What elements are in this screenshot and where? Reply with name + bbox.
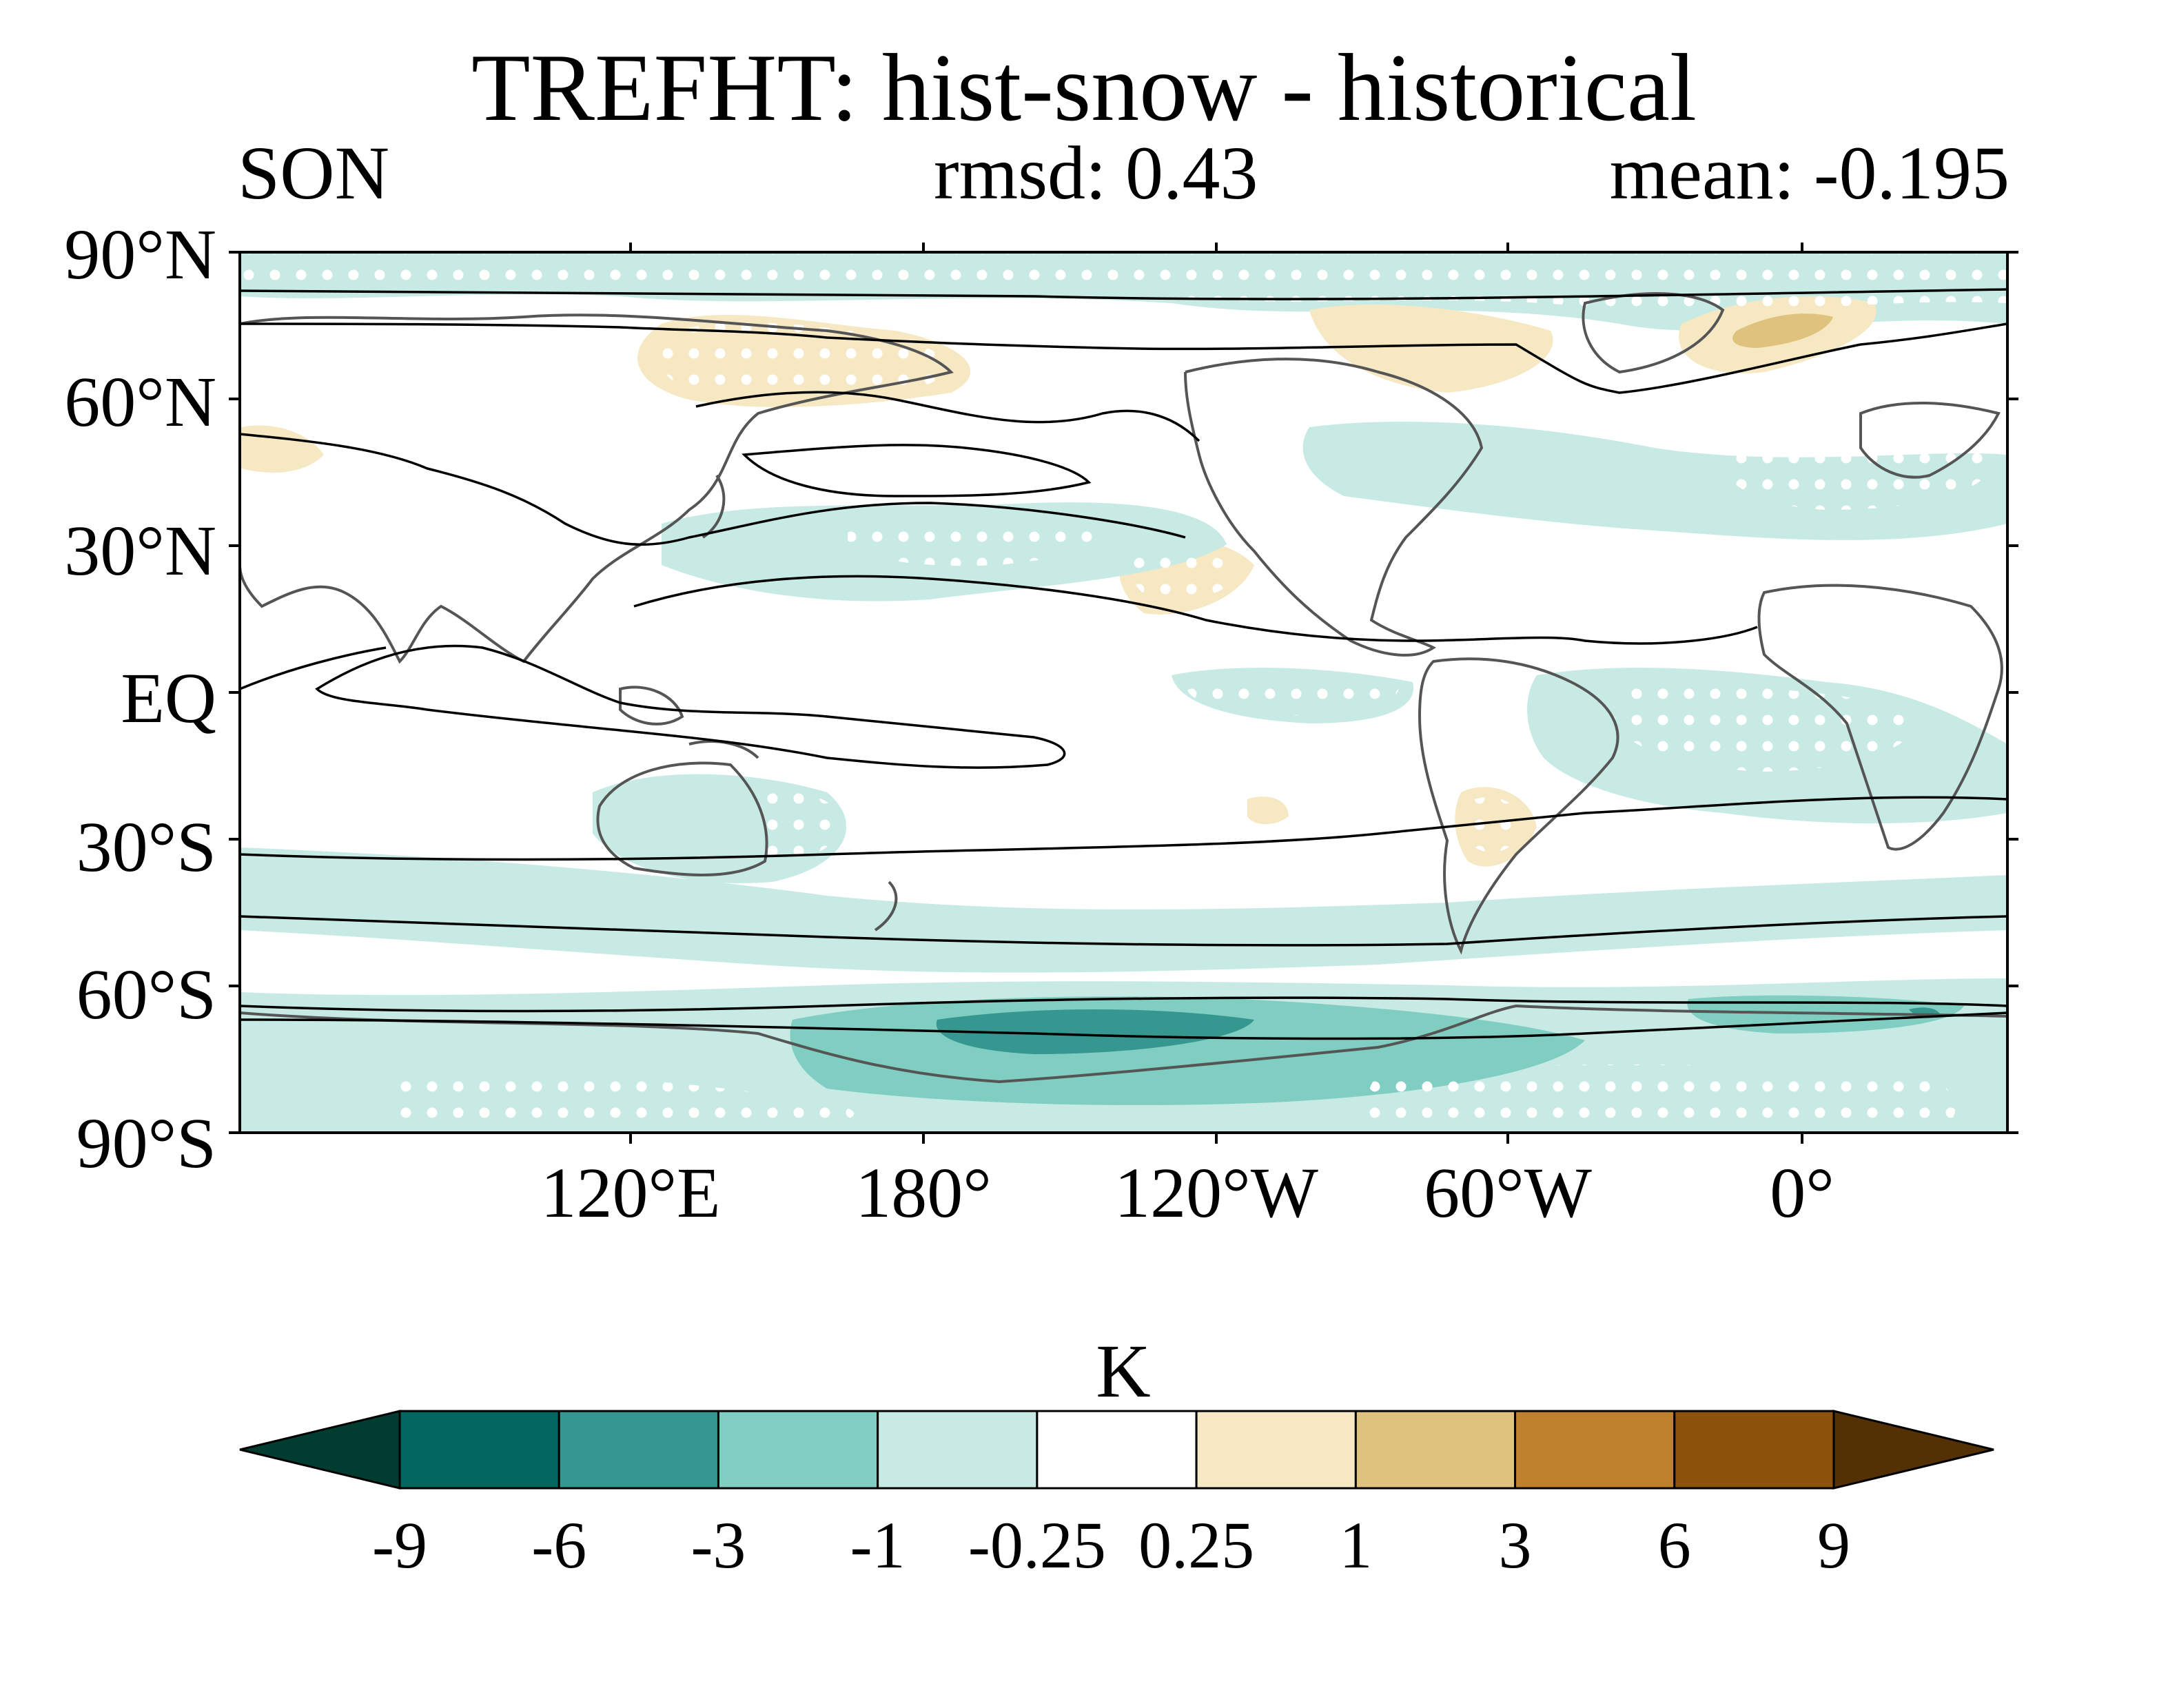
- lon-label-120w: 120°W: [1114, 1153, 1318, 1233]
- coastlines: [240, 292, 2007, 1084]
- colorbar-tick-label: 9: [1817, 1508, 1850, 1582]
- lon-label-120e: 120°E: [540, 1153, 721, 1233]
- colorbar-tick-label: 0.25: [1138, 1508, 1255, 1582]
- stipple-south-america: [1466, 796, 1526, 852]
- stipple-arctic: [240, 252, 2007, 314]
- colorbar-swatch: [1036, 1410, 1198, 1490]
- lat-label-60s: 60°S: [76, 955, 216, 1034]
- anomaly-greenland-warm-core: [1732, 313, 1833, 348]
- colorbar-swatch: [1673, 1410, 1835, 1490]
- lat-label-30n: 30°N: [64, 511, 216, 590]
- colorbar-tick-label: -1: [850, 1508, 906, 1582]
- colorbar-extend-high: [1832, 1410, 1994, 1490]
- lat-label-eq: EQ: [121, 659, 216, 738]
- colorbar: [239, 1410, 1994, 1490]
- rmsd-label: rmsd: 0.43: [934, 131, 1258, 215]
- lat-label-30s: 30°S: [76, 807, 216, 887]
- season-label: SON: [238, 131, 390, 215]
- colorbar-tick-label: -9: [372, 1508, 427, 1582]
- lon-label-60w: 60°W: [1424, 1153, 1592, 1233]
- colorbar-tick-label: 6: [1657, 1508, 1691, 1582]
- mean-label: mean: -0.195: [1609, 131, 2010, 215]
- colorbar-swatch: [1514, 1410, 1676, 1490]
- colorbar-swatch: [1354, 1410, 1517, 1490]
- stipple-ne-pacific: [1131, 551, 1240, 602]
- map-title: TREFHT: hist-snow - historical: [471, 34, 1697, 141]
- stipple-north-pacific: [848, 520, 1105, 566]
- colorbar-swatch: [717, 1410, 879, 1490]
- map-ticks: [229, 243, 2018, 1144]
- stipple-siberia: [659, 322, 948, 398]
- lon-label-180: 180°: [855, 1153, 992, 1233]
- colorbar-tick-label: -6: [531, 1508, 587, 1582]
- colorbar-tick-label: 1: [1339, 1508, 1373, 1582]
- colorbar-tick-label: -0.25: [968, 1508, 1106, 1582]
- lat-label-60n: 60°N: [64, 362, 216, 442]
- colorbar-extend-low: [239, 1410, 401, 1490]
- stipple-tropical-pacific: [1185, 676, 1399, 716]
- colorbar-tick-label: 3: [1498, 1508, 1532, 1582]
- anomaly-pacific-warm-small: [1247, 796, 1289, 825]
- stipple-antarctic: [386, 1073, 855, 1133]
- anomaly-southern-midlat-cool: [240, 847, 2007, 973]
- colorbar-swatch: [398, 1410, 560, 1490]
- stipple-atlantic: [1613, 686, 1918, 772]
- colorbar-unit: K: [1096, 1329, 1151, 1413]
- climatology-contours: [240, 288, 2007, 1040]
- anomaly-antarctic-strong: [936, 1009, 1254, 1054]
- colorbar-swatch: [1195, 1410, 1357, 1490]
- lon-label-0: 0°: [1770, 1153, 1834, 1233]
- lat-label-90n: 90°N: [64, 215, 216, 294]
- colorbar-tick-label: -3: [691, 1508, 746, 1582]
- lat-label-90s: 90°S: [76, 1104, 216, 1183]
- colorbar-swatch: [558, 1410, 719, 1490]
- stipple-antarctic-east: [1368, 1064, 1956, 1133]
- stipple-north-america: [1721, 446, 1998, 510]
- stipple-australia: [752, 790, 848, 863]
- colorbar-swatch: [877, 1410, 1039, 1490]
- map-panel: [240, 252, 2007, 1133]
